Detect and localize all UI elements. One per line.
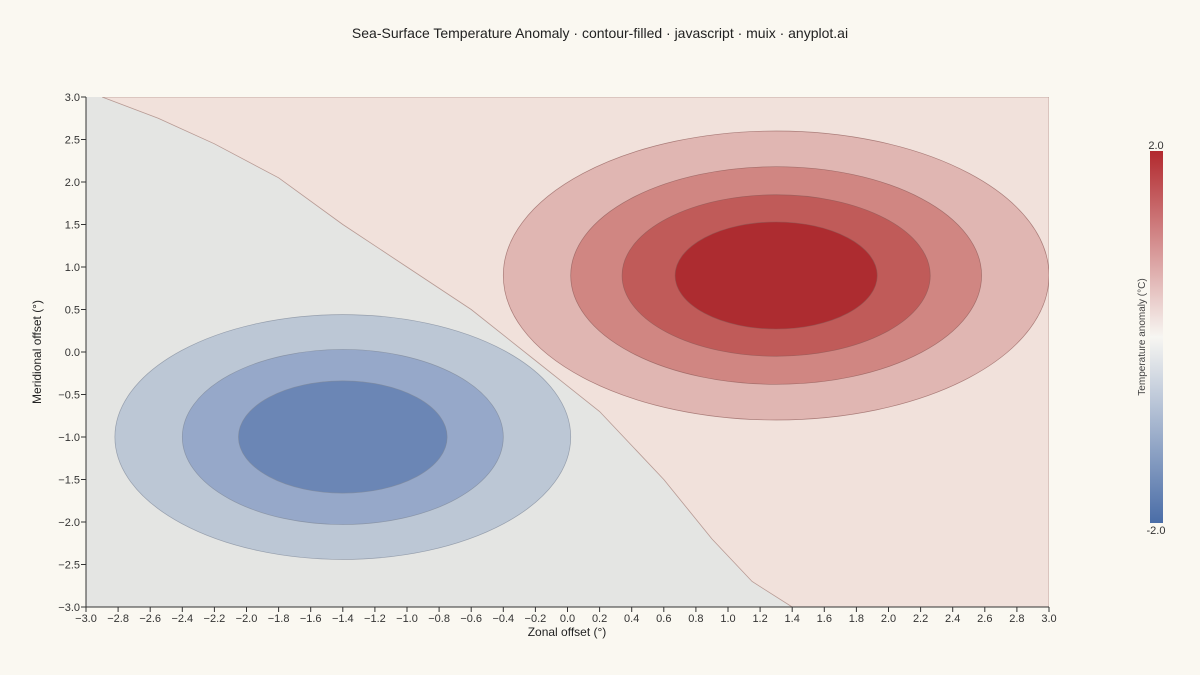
colorbar-min-label: -2.0 <box>1147 525 1166 537</box>
x-tick-label: −3.0 <box>75 613 97 625</box>
x-tick-label: 2.8 <box>1009 613 1024 625</box>
x-tick-label: 1.8 <box>849 613 864 625</box>
x-tick-label: −2.8 <box>107 613 129 625</box>
x-tick-label: −1.8 <box>268 613 290 625</box>
x-tick-label: −2.0 <box>236 613 258 625</box>
y-tick-label: 2.0 <box>65 177 80 189</box>
x-tick-label: −0.6 <box>460 613 482 625</box>
axes: −3.0 −2.8 −2.6 −2.4 −2.2 −2.0 −1.8 −1.6 −1.4 −1.2… <box>58 92 1056 625</box>
x-tick-label: 0.6 <box>656 613 671 625</box>
y-tick-label: −1.5 <box>58 475 80 487</box>
y-tick-label: 1.5 <box>65 220 80 232</box>
x-axis-title: Zonal offset (°) <box>528 625 607 639</box>
y-tick-label: −3.0 <box>58 602 80 614</box>
x-tick-label: −0.2 <box>525 613 547 625</box>
y-tick-label: 0.5 <box>65 305 80 317</box>
x-tick-label: 1.4 <box>785 613 800 625</box>
x-tick-label: 2.4 <box>945 613 960 625</box>
x-tick-label: −1.4 <box>332 613 354 625</box>
y-tick-label: −1.0 <box>58 432 80 444</box>
y-axis-title: Meridional offset (°) <box>30 300 44 404</box>
x-tick-label: 2.6 <box>977 613 992 625</box>
contour-band-cool-6 <box>238 380 448 494</box>
x-tick-label: −2.2 <box>204 613 226 625</box>
x-tick-label: −0.4 <box>492 613 514 625</box>
x-tick-label: 0.4 <box>624 613 639 625</box>
y-tick-label: −2.5 <box>58 560 80 572</box>
x-tick-label: −2.4 <box>171 613 193 625</box>
contour-band-warm-3 <box>674 221 878 330</box>
y-tick-label: −2.0 <box>58 517 80 529</box>
x-tick-label: 1.6 <box>817 613 832 625</box>
x-tick-label: 0.2 <box>592 613 607 625</box>
y-tick-label: 3.0 <box>65 92 80 104</box>
chart-title: Sea-Surface Temperature Anomaly · contou… <box>352 25 848 41</box>
x-tick-label: 2.2 <box>913 613 928 625</box>
x-tick-label: 3.0 <box>1041 613 1056 625</box>
x-tick-label: −2.6 <box>139 613 161 625</box>
colorbar-title: Temperature anomaly (°C) <box>1137 278 1148 395</box>
colorbar: 2.0 -2.0 Temperature anomaly (°C) <box>1137 140 1165 537</box>
x-tick-label: −1.0 <box>396 613 418 625</box>
x-tick-label: 1.2 <box>752 613 767 625</box>
plot-area <box>86 97 1049 607</box>
x-tick-label: −1.2 <box>364 613 386 625</box>
y-tick-label: 1.0 <box>65 262 80 274</box>
x-tick-label: 0.8 <box>688 613 703 625</box>
y-tick-label: −0.5 <box>58 390 80 402</box>
y-tick-label: 0.0 <box>65 347 80 359</box>
x-tick-label: −0.8 <box>428 613 450 625</box>
x-tick-label: 2.0 <box>881 613 896 625</box>
x-tick-label: 0.0 <box>560 613 575 625</box>
colorbar-max-label: 2.0 <box>1148 140 1163 152</box>
x-tick-label: −1.6 <box>300 613 322 625</box>
colorbar-gradient <box>1150 151 1163 523</box>
y-tick-label: 2.5 <box>65 135 80 147</box>
x-tick-label: 1.0 <box>720 613 735 625</box>
